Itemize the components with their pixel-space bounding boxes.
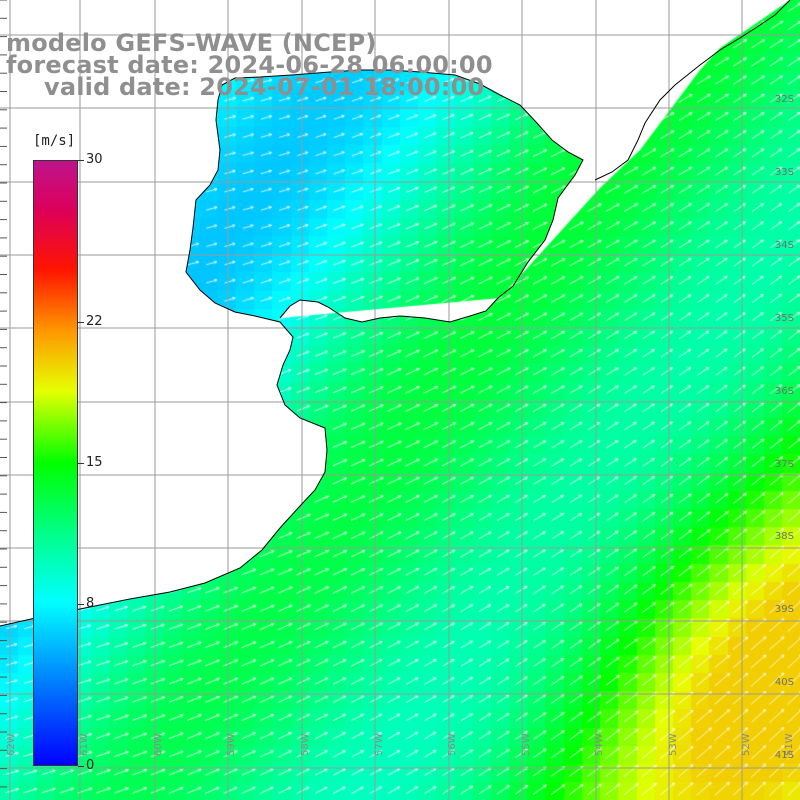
colorbar-tick-mark bbox=[78, 463, 84, 464]
forecast-date: forecast date: 2024-06-28 06:00:00 bbox=[6, 51, 493, 79]
colorbar-tick-mark bbox=[78, 321, 84, 323]
colorbar-tick-mark bbox=[78, 766, 84, 767]
colorbar-tick-label: 0 bbox=[86, 758, 95, 773]
longitude-label: 62W bbox=[6, 733, 17, 756]
coastline-northeast bbox=[594, 0, 791, 181]
latitude-label: 35S bbox=[774, 313, 794, 324]
colorbar-tick-label: 22 bbox=[86, 313, 103, 329]
colorbar-unit: [m/s] bbox=[33, 133, 76, 149]
coastline bbox=[0, 69, 584, 627]
longitude-label: 54W bbox=[594, 733, 605, 756]
colorbar-tick-label: 15 bbox=[86, 455, 103, 470]
model-title: modelo GEFS-WAVE (NCEP) bbox=[6, 29, 377, 57]
latitude-label: 41S bbox=[774, 750, 794, 761]
longitude-label: 53W bbox=[668, 733, 679, 756]
latitude-label: 39S bbox=[774, 604, 794, 615]
latitude-label: 34S bbox=[774, 240, 794, 251]
longitude-label: 58W bbox=[300, 733, 311, 756]
valid-date: valid date: 2024-07-01 18:00:00 bbox=[44, 73, 485, 101]
colorbar-tick-label: 8 bbox=[86, 596, 95, 612]
longitude-label: 59W bbox=[226, 733, 237, 756]
colorbar-tick-mark bbox=[78, 604, 84, 606]
longitude-label: 57W bbox=[374, 733, 385, 756]
latitude-label: 40S bbox=[774, 677, 794, 688]
colorbar bbox=[33, 160, 78, 766]
latitude-label: 36S bbox=[774, 386, 794, 397]
longitude-label: 60W bbox=[153, 733, 164, 756]
latitude-label: 37S bbox=[774, 459, 794, 470]
longitude-label: 61W bbox=[79, 733, 90, 756]
colorbar-tick-mark bbox=[78, 160, 84, 161]
longitude-label: 56W bbox=[447, 733, 458, 756]
longitude-label: 55W bbox=[521, 733, 532, 756]
longitude-label: 52W bbox=[741, 733, 752, 756]
latitude-label: 32S bbox=[774, 94, 794, 105]
latitude-label: 33S bbox=[774, 167, 794, 178]
colorbar-tick-label: 30 bbox=[86, 152, 103, 167]
longitude-label: 51W bbox=[784, 733, 795, 756]
latitude-label: 38S bbox=[774, 531, 794, 542]
